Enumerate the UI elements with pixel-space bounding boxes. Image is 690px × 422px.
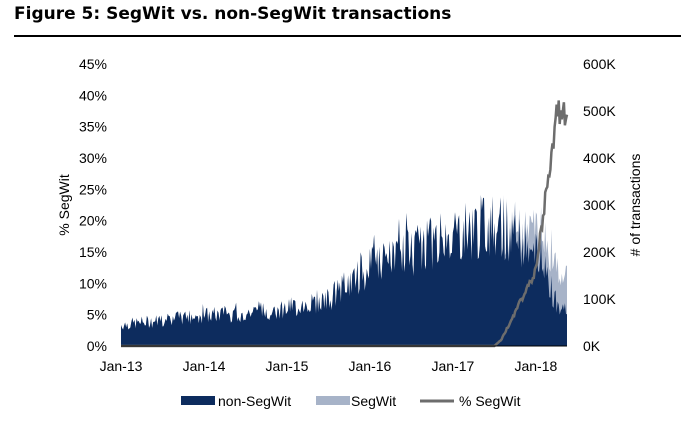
y-right-tick-label: 0K <box>583 338 601 354</box>
y-left-tick-label: 20% <box>79 213 107 229</box>
y-left-tick-label: 0% <box>87 338 107 354</box>
axes: 0% 5% 10% 15% 20% 25% 30% 35% 40% 45% 0K 100K 200K 30… <box>56 56 643 374</box>
x-tick-label: Jan-14 <box>183 358 226 374</box>
y-right-tick-label: 600K <box>583 56 616 72</box>
legend-label-0: non-SegWit <box>218 393 291 409</box>
y-left-tick-label: 30% <box>79 150 107 166</box>
y-right-axis-title: # of transactions <box>627 154 643 257</box>
x-tick-label: Jan-15 <box>266 358 309 374</box>
y-right-tick-label: 300K <box>583 197 616 213</box>
legend-label-1: SegWit <box>351 393 396 409</box>
y-right-tick-label: 500K <box>583 103 616 119</box>
x-tick-label: Jan-17 <box>432 358 475 374</box>
y-left-tick-label: 10% <box>79 275 107 291</box>
y-left-tick-label: 35% <box>79 119 107 135</box>
y-left-tick-label: 45% <box>79 56 107 72</box>
legend: non-SegWit SegWit % SegWit <box>181 393 521 409</box>
figure-title: Figure 5: SegWit vs. non-SegWit transact… <box>14 4 452 24</box>
title-rule <box>14 35 681 37</box>
y-right-tick-label: 200K <box>583 244 616 260</box>
x-tick-label: Jan-13 <box>100 358 143 374</box>
y-left-axis-title: % SegWit <box>56 174 72 236</box>
legend-swatch-0 <box>181 396 215 405</box>
non-segwit-area <box>121 195 567 346</box>
legend-swatch-1 <box>316 396 350 405</box>
plot-area <box>120 100 569 348</box>
x-tick-label: Jan-16 <box>349 358 392 374</box>
y-left-tick-label: 40% <box>79 87 107 103</box>
y-left-tick-label: 5% <box>87 307 107 323</box>
legend-label-2: % SegWit <box>459 393 521 409</box>
y-left-tick-label: 15% <box>79 244 107 260</box>
y-right-tick-label: 400K <box>583 150 616 166</box>
x-tick-label: Jan-18 <box>514 358 557 374</box>
y-right-tick-label: 100K <box>583 291 616 307</box>
y-left-tick-label: 25% <box>79 181 107 197</box>
